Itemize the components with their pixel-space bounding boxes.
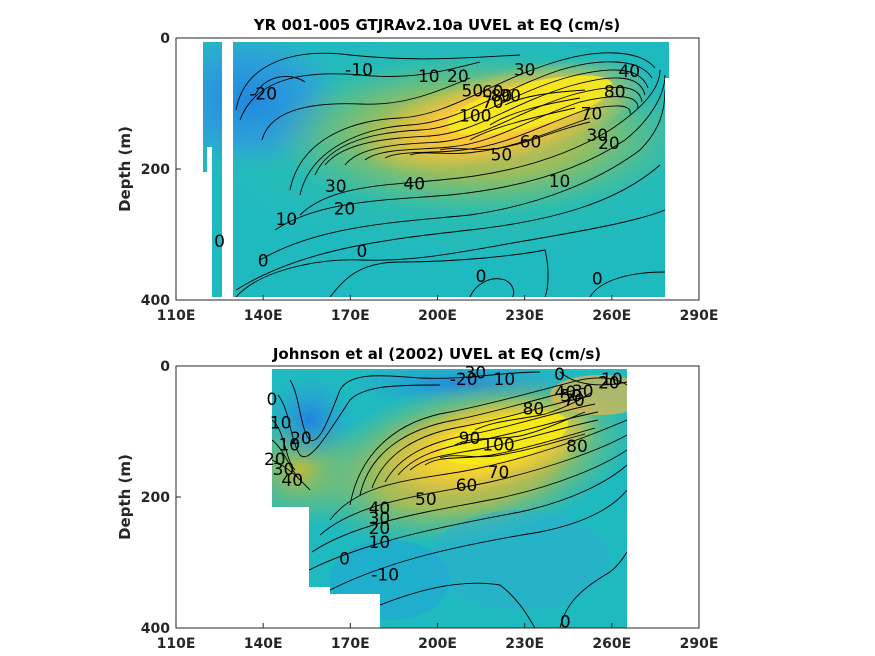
contour-label: 0 <box>592 269 603 289</box>
y-tick-label: 0 <box>160 31 170 47</box>
contour-label: -10 <box>371 565 399 585</box>
contour-label: 20 <box>264 450 286 470</box>
contour-label: 30 <box>514 60 536 80</box>
x-tick-label: 260E <box>592 636 631 652</box>
contour-label: 0 <box>357 242 368 262</box>
y-tick-label: 400 <box>141 621 170 637</box>
contour-label: 80 <box>491 87 513 107</box>
x-tick-label: 170E <box>331 636 370 652</box>
x-tick-label: 290E <box>680 308 719 324</box>
contour-label: 20 <box>369 519 391 539</box>
contour-label: 10 <box>494 370 516 390</box>
contour-label: -20 <box>249 85 277 105</box>
contour-label: 60 <box>482 83 504 103</box>
x-tick-label: 200E <box>418 636 457 652</box>
contour-label: 40 <box>403 174 425 194</box>
y-tick-label: 400 <box>141 293 170 309</box>
panel-1-title: YR 001-005 GTJRAv2.10a UVEL at EQ (cm/s) <box>253 16 621 34</box>
contour-label: 50 <box>491 146 513 166</box>
contour-label: 80 <box>523 400 545 420</box>
contour-label: 20 <box>334 199 356 219</box>
panel-1-y-axis-label: Depth (m) <box>116 126 134 212</box>
contour-label: 80 <box>604 83 626 103</box>
panel-1-contour-labels: -20-10 10 20 30 4050607080901008070605030201… <box>214 60 640 289</box>
contour-label: 70 <box>482 93 504 113</box>
contour-label: 0 <box>266 390 277 410</box>
contour-label: 20 <box>447 67 469 87</box>
contour-label: 70 <box>581 104 603 124</box>
contour-label: 0 <box>339 550 350 570</box>
contour-label: 30 <box>572 382 594 402</box>
contour-label: 100 <box>459 106 491 126</box>
contour-label: 0 <box>560 612 571 632</box>
contour-label: 0 <box>554 365 565 385</box>
contour-label: 90 <box>499 87 521 107</box>
x-tick-label: 230E <box>505 636 544 652</box>
contour-label: 0 <box>258 252 269 272</box>
contour-label: 10 <box>278 436 300 456</box>
contour-label: 90 <box>459 429 481 449</box>
contour-label: 30 <box>369 509 391 529</box>
x-tick-label: 200E <box>418 308 457 324</box>
x-tick-label: 230E <box>505 308 544 324</box>
panel-2-title: Johnson et al (2002) UVEL at EQ (cm/s) <box>272 345 601 363</box>
contour-label: 10 <box>270 413 292 433</box>
x-tick-label: 110E <box>157 636 196 652</box>
y-tick-label: 0 <box>160 359 170 375</box>
x-tick-label: 260E <box>592 308 631 324</box>
contour-label: 10 <box>549 172 571 192</box>
contour-label: 70 <box>488 463 510 483</box>
x-tick-label: 110E <box>157 308 196 324</box>
contour-label: 20 <box>290 429 312 449</box>
contour-label: 60 <box>520 132 542 152</box>
contour-label: 60 <box>456 476 478 496</box>
contour-label: 10 <box>418 67 440 87</box>
contour-label: 20 <box>598 134 620 154</box>
contour-label: 10 <box>276 210 298 230</box>
contour-label: 70 <box>563 391 585 411</box>
contour-label: -20 <box>450 370 478 390</box>
contour-label: 50 <box>462 81 484 101</box>
panel-2-contour-lines <box>272 371 627 628</box>
contour-label: 40 <box>281 471 303 491</box>
contour-label: 20 <box>598 373 620 393</box>
contour-label: 0 <box>214 232 225 252</box>
panel-1-contour-lines <box>208 52 666 297</box>
x-tick-label: 140E <box>244 636 283 652</box>
panel-2-y-axis-label: Depth (m) <box>116 454 134 540</box>
contour-label: 30 <box>325 177 347 197</box>
contour-label: 50 <box>560 386 582 406</box>
contour-label: -10 <box>345 60 373 80</box>
y-tick-label: 200 <box>141 490 170 506</box>
x-tick-label: 140E <box>244 308 283 324</box>
contour-label: 50 <box>415 490 437 510</box>
contour-label: 40 <box>555 383 577 403</box>
contour-label: 30 <box>586 126 608 146</box>
contour-label: 40 <box>618 62 640 82</box>
contour-label: 30 <box>273 460 295 480</box>
y-tick-label: 200 <box>141 162 170 178</box>
contour-label: 0 <box>476 267 487 287</box>
x-tick-label: 290E <box>680 636 719 652</box>
contour-label: 100 <box>482 436 514 456</box>
contour-label: 10 <box>601 370 623 390</box>
contour-label: 10 <box>369 533 391 553</box>
contour-label: 80 <box>566 437 588 457</box>
x-tick-label: 170E <box>331 308 370 324</box>
contour-label: -30 <box>458 364 486 384</box>
contour-label: 40 <box>369 499 391 519</box>
